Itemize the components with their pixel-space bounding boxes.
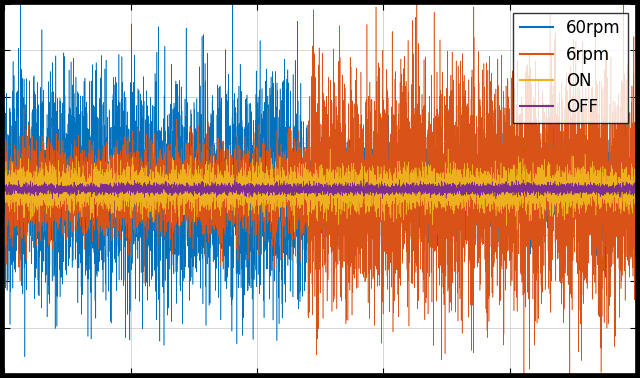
OFF: [360, 177, 368, 181]
6rpm: [402, 207, 410, 212]
OFF: [32, 186, 40, 191]
OFF: [229, 181, 237, 186]
6rpm: [632, 187, 639, 191]
6rpm: [229, 180, 237, 185]
60rpm: [632, 187, 639, 191]
60rpm: [468, 184, 476, 189]
Line: 6rpm: 6rpm: [4, 0, 636, 378]
Line: OFF: OFF: [4, 179, 636, 199]
OFF: [402, 186, 410, 191]
OFF: [374, 191, 382, 195]
6rpm: [374, 268, 382, 272]
ON: [374, 164, 382, 169]
ON: [1, 180, 8, 184]
6rpm: [32, 159, 40, 163]
Line: 60rpm: 60rpm: [4, 0, 636, 357]
OFF: [632, 187, 639, 191]
60rpm: [1, 161, 8, 166]
OFF: [468, 183, 476, 187]
ON: [402, 170, 410, 174]
Legend: 60rpm, 6rpm, ON, OFF: 60rpm, 6rpm, ON, OFF: [513, 12, 627, 123]
ON: [226, 143, 234, 147]
ON: [32, 189, 40, 193]
60rpm: [402, 164, 410, 168]
6rpm: [1, 137, 8, 141]
60rpm: [502, 223, 510, 227]
ON: [502, 173, 510, 178]
ON: [468, 191, 476, 195]
6rpm: [468, 189, 476, 194]
ON: [291, 229, 298, 234]
OFF: [502, 179, 510, 184]
ON: [229, 189, 237, 194]
60rpm: [229, 201, 237, 206]
60rpm: [21, 355, 29, 359]
Line: ON: ON: [4, 145, 636, 232]
60rpm: [374, 164, 382, 168]
6rpm: [502, 184, 510, 189]
OFF: [1, 186, 8, 191]
60rpm: [32, 184, 40, 189]
OFF: [492, 197, 500, 201]
ON: [632, 187, 639, 191]
